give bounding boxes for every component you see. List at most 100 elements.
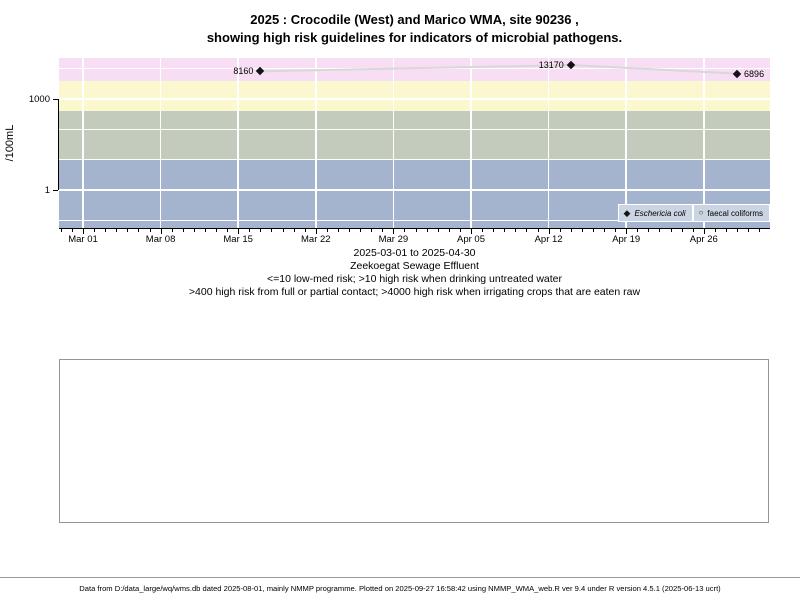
x-axis-minor-tick (748, 229, 750, 232)
x-axis-minor-tick (692, 229, 694, 232)
x-axis-major-tick (626, 229, 628, 234)
x-axis-minor-tick (592, 229, 594, 232)
x-axis-minor-tick (714, 229, 716, 232)
x-axis-major-tick (703, 229, 705, 234)
data-point-label: 6896 (744, 68, 765, 79)
x-axis-minor-tick (581, 229, 583, 232)
x-axis-minor-tick (227, 229, 229, 232)
x-axis: Mar 01 Mar 08 Mar 15 Mar 22 Mar 29 Apr 05 Apr … (59, 228, 770, 250)
x-axis-minor-tick (127, 229, 129, 232)
x-axis-minor-tick (615, 229, 617, 232)
x-axis-minor-tick (105, 229, 107, 232)
x-axis-major-tick (160, 229, 162, 234)
vertical-gridline (315, 58, 317, 228)
horizontal-gridline (59, 219, 770, 222)
x-tick-label: Apr 05 (457, 234, 485, 245)
caption-risk-line1: <=10 low-med risk; >10 high risk when dr… (266, 273, 563, 285)
x-axis-minor-tick (171, 229, 173, 232)
chart-title: 2025 : Crocodile (West) and Marico WMA, … (59, 11, 770, 47)
x-axis-minor-tick (504, 229, 506, 232)
legend-item-eschericia-coli: ◆ Eschericia coli (617, 204, 693, 222)
x-axis-minor-tick (404, 229, 406, 232)
x-axis-minor-tick (426, 229, 428, 232)
horizontal-gridline (59, 189, 770, 191)
x-axis-minor-tick (681, 229, 683, 232)
x-axis-major-tick (393, 229, 395, 234)
x-axis-minor-tick (670, 229, 672, 232)
caption-site-name: Zeekoegat Sewage Effluent (350, 260, 479, 272)
x-tick-label: Apr 19 (612, 234, 641, 245)
x-axis-line (59, 228, 770, 229)
notes-box (59, 359, 769, 523)
x-axis-minor-tick (71, 229, 73, 232)
caption-risk-line2: >400 high risk from full or partial cont… (188, 286, 641, 298)
legend-label: faecal coliforms (707, 208, 763, 218)
vertical-gridline (703, 58, 705, 228)
data-point-label: 8160 (233, 66, 254, 77)
x-axis-minor-tick (526, 229, 528, 232)
legend: ◆ Eschericia coli ○ faecal coliforms (617, 204, 770, 222)
vertical-gridline (237, 58, 239, 228)
x-axis-minor-tick (759, 229, 761, 232)
x-tick-label: Apr 12 (534, 234, 563, 245)
y-tick-label: 1 (44, 184, 50, 196)
x-axis-minor-tick (337, 229, 339, 232)
x-axis-minor-tick (371, 229, 373, 232)
vertical-gridline (392, 58, 395, 228)
y-axis-tick (53, 98, 58, 100)
x-axis-minor-tick (482, 229, 484, 232)
x-axis-minor-tick (138, 229, 140, 232)
x-axis-minor-tick (60, 229, 62, 232)
caption-date-range: 2025-03-01 to 2025-04-30 (353, 247, 476, 259)
x-axis-major-tick (83, 229, 84, 234)
x-axis-minor-tick (570, 229, 572, 232)
x-axis-minor-tick (260, 229, 262, 232)
chart-title-line1: 2025 : Crocodile (West) and Marico WMA, … (250, 12, 579, 27)
y-axis-tick (53, 189, 58, 191)
filled-diamond-icon: ◆ (623, 207, 631, 218)
x-axis-minor-tick (537, 229, 539, 232)
data-point-label: 13170 (538, 60, 564, 71)
y-tick-label: 1000 (28, 93, 50, 105)
vertical-gridline (470, 58, 472, 228)
legend-label: Eschericia coli (634, 208, 686, 218)
x-axis-major-tick (315, 229, 317, 234)
x-tick-label: Mar 08 (145, 234, 176, 245)
x-axis-minor-tick (116, 229, 118, 232)
caption-block: 2025-03-01 to 2025-04-30 Zeekoegat Sewag… (59, 247, 770, 299)
vertical-gridline (82, 58, 84, 228)
plot-region: 8160 13170 6896 (59, 58, 770, 228)
x-axis-minor-tick (415, 229, 417, 232)
vertical-gridline (159, 58, 162, 228)
x-axis-minor-tick (149, 229, 151, 232)
x-axis-major-tick (471, 229, 472, 234)
x-axis-minor-tick (349, 229, 351, 232)
footer-text: Data from D:/data_large/wq/wms.db dated … (79, 584, 721, 593)
y-axis-line (58, 99, 59, 190)
x-tick-label: Mar 22 (301, 234, 331, 245)
x-axis-minor-tick (648, 229, 650, 232)
vertical-gridline (547, 58, 550, 228)
x-axis-minor-tick (249, 229, 251, 232)
x-axis-major-tick (238, 229, 240, 234)
x-axis-minor-tick (94, 229, 96, 232)
legend-item-faecal-coliforms: ○ faecal coliforms (692, 204, 770, 222)
x-axis-minor-tick (604, 229, 606, 232)
x-axis-minor-tick (282, 229, 284, 232)
x-axis-major-tick (548, 229, 550, 234)
x-axis-minor-tick (326, 229, 328, 232)
vertical-gridline (625, 58, 627, 228)
x-axis-minor-tick (659, 229, 661, 232)
x-axis-minor-tick (216, 229, 218, 232)
x-axis-minor-tick (193, 229, 195, 232)
x-axis-minor-tick (293, 229, 295, 232)
x-axis-minor-tick (559, 229, 561, 232)
x-axis-minor-tick (459, 229, 461, 232)
x-axis-minor-tick (271, 229, 273, 232)
risk-band-high-risk-full-partial-contact (59, 80, 770, 112)
x-axis-minor-tick (204, 229, 206, 232)
horizontal-gridline (59, 98, 770, 100)
x-axis-minor-tick (360, 229, 362, 232)
series-line (260, 64, 738, 75)
x-axis-minor-tick (304, 229, 306, 232)
